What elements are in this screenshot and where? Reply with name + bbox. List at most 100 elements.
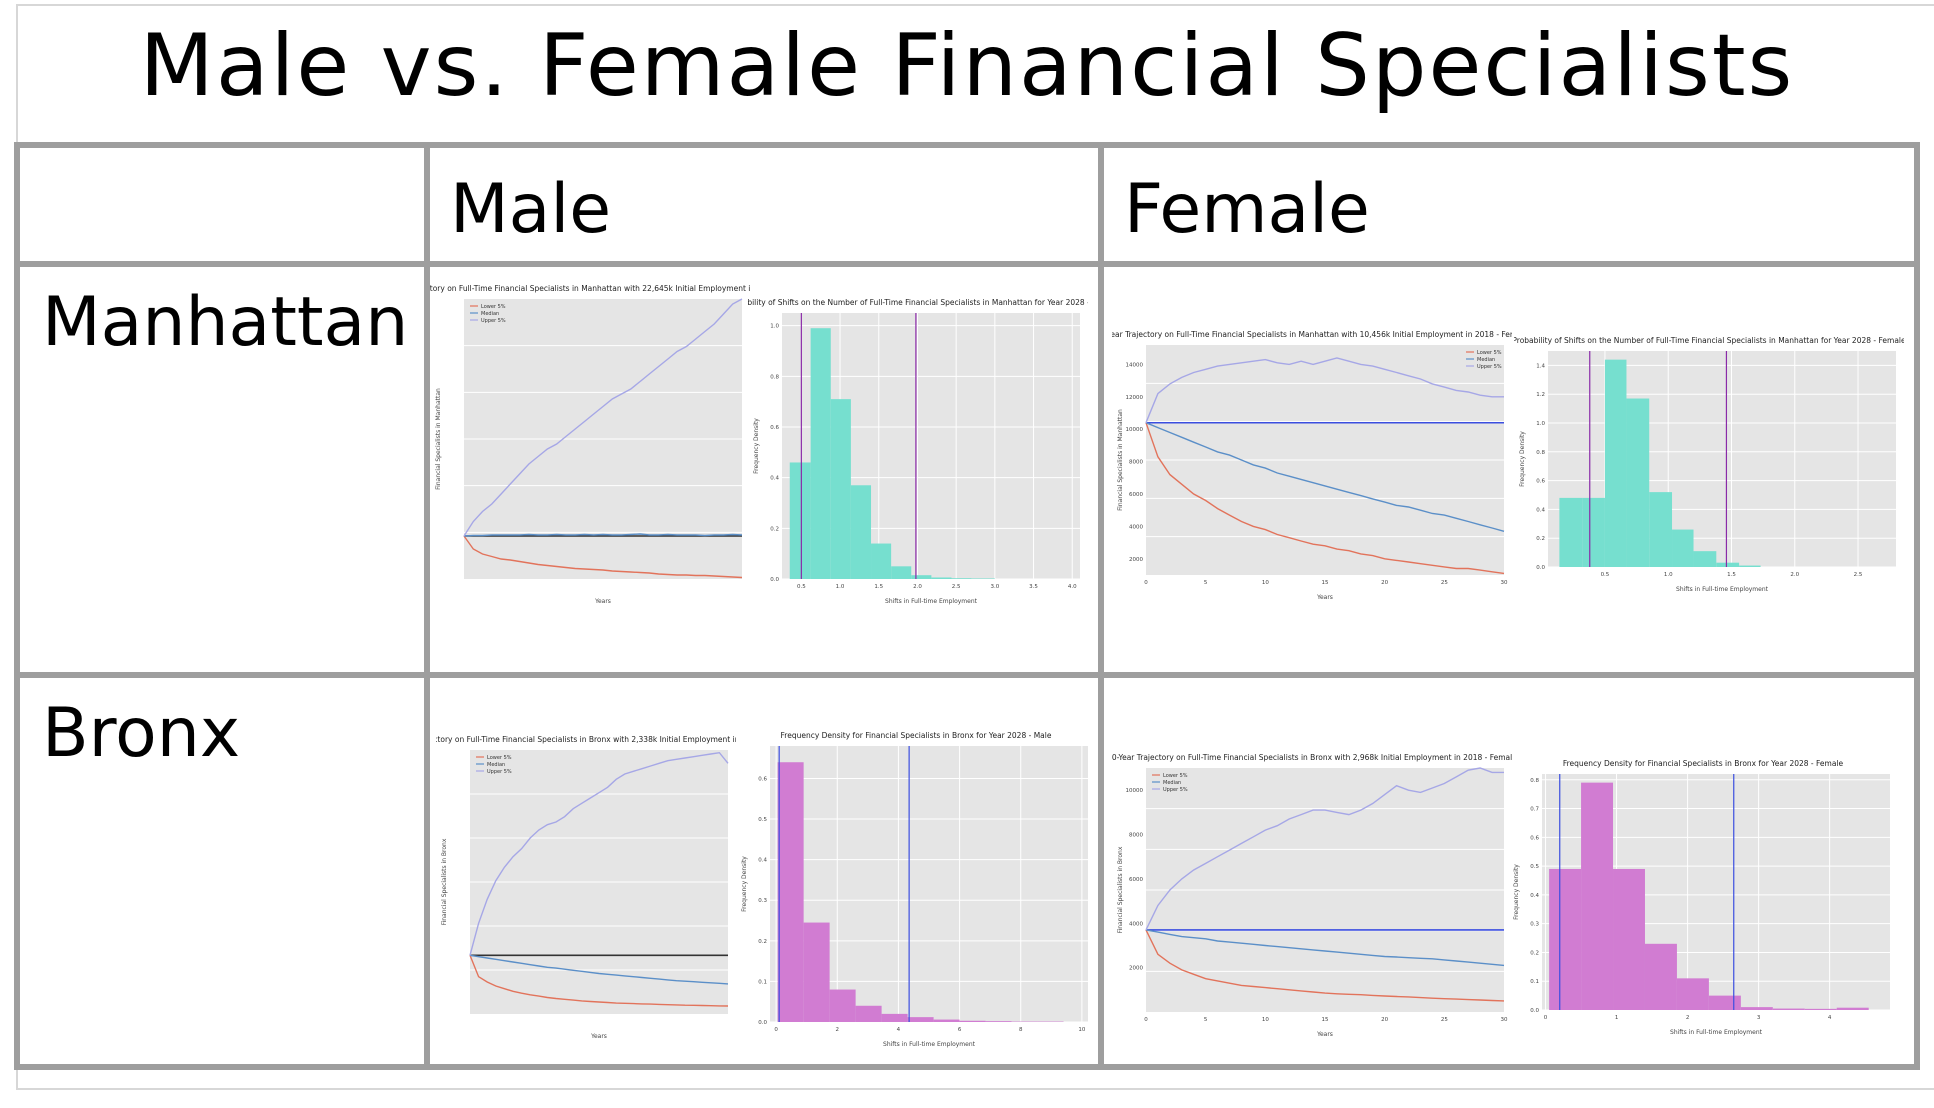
histogram-bar [1581,782,1614,1010]
histogram-bar [1804,1008,1837,1010]
chart-title: Probability of Shifts on the Number of F… [1514,336,1904,345]
y-tick-label: 0.0 [1530,1008,1539,1014]
x-tick-label: 3.5 [1029,584,1038,590]
x-tick-label: 6 [958,1027,962,1033]
histogram-bar [1582,497,1605,567]
x-axis-label: Years [1316,1031,1333,1038]
y-axis-label: Financial Specialists in Manhattan [1117,409,1124,511]
histogram-bar [1693,551,1717,567]
histogram-bar [933,1019,960,1022]
y-tick-label: 0.6 [758,776,767,782]
legend-label: Upper 5% [481,318,506,324]
x-tick-label: 20 [1381,580,1388,586]
histogram-bar [891,566,912,579]
x-tick-label: 2 [836,1027,840,1033]
column-header-female: Female [1104,148,1914,261]
cell-manhattan-female: 30-Year Trajectory on Full-Time Financia… [1104,267,1914,672]
x-tick-label: 4 [1828,1015,1832,1021]
histogram-bar [777,762,804,1022]
chart-title: 30-Year Trajectory on Full-Time Financia… [430,284,750,293]
series-line-median [1145,929,1505,967]
y-tick-label: 0.8 [1536,450,1545,456]
x-tick-label: 3 [1757,1015,1761,1021]
x-tick-label: 1.5 [1727,572,1736,578]
y-tick-label: 14000 [1126,362,1144,368]
y-tick-label: 0.4 [758,858,767,864]
histogram-bar [789,462,811,579]
legend-label: Lower 5% [481,304,506,310]
y-axis-label: Frequency Density [741,856,748,912]
y-tick-label: 0.6 [1530,835,1539,841]
histogram-bar [1772,1008,1805,1010]
corner-cell [20,148,424,261]
histogram-bar [881,1013,908,1022]
y-tick-label: 0.2 [1530,950,1539,956]
histogram-bar [971,578,995,579]
x-tick-label: 2.0 [1790,572,1799,578]
histogram-bar [1836,1007,1869,1010]
x-tick-label: 2.0 [913,584,922,590]
y-axis-label: Financial Specialists in Bronx [1117,846,1124,933]
x-tick-label: 0.5 [797,584,806,590]
column-header-male: Male [430,148,1098,261]
y-tick-label: 12000 [1126,395,1144,401]
histogram-bar [830,399,851,579]
histogram-bar [1549,868,1582,1010]
cell-bronx-male: 30-Year Trajectory on Full-Time Financia… [430,678,1098,1064]
y-axis-label: Frequency Density [1513,864,1520,920]
y-tick-label: 0.0 [770,577,779,583]
x-tick-label: 0 [1544,1015,1548,1021]
y-tick-label: 6000 [1129,492,1143,498]
comparison-table: Male Female Manhattan 30-Year Trajectory… [14,142,1920,1070]
histogram-bar [810,328,831,579]
y-tick-label: 10000 [1126,788,1144,794]
histogram-bar [1613,868,1645,1010]
y-tick-label: 6000 [1129,877,1143,883]
histogram-bar [1604,359,1627,567]
x-tick-label: 10 [1078,1027,1085,1033]
x-tick-label: 30 [1501,580,1508,586]
series-line-lower-5- [1145,422,1505,575]
series-line-median [463,533,743,537]
histogram-bar [1708,995,1741,1010]
y-tick-label: 10000 [1126,427,1144,433]
y-tick-label: 4000 [1129,921,1143,927]
x-tick-label: 20 [1381,1017,1388,1023]
y-tick-label: 0.2 [770,526,779,532]
x-tick-label: 30 [1501,1017,1508,1023]
x-tick-label: 0.5 [1601,572,1610,578]
y-tick-label: 0.8 [1530,778,1539,784]
histogram-bar [1644,943,1677,1010]
y-axis-label: Financial Specialists in Bronx [441,838,448,925]
x-tick-label: 2.5 [1854,572,1863,578]
histogram-bar [1672,529,1694,567]
x-tick-label: 3.0 [990,584,999,590]
histogram-bar [985,1021,1012,1022]
row-header-manhattan: Manhattan [20,267,424,672]
x-tick-label: 5 [1204,580,1208,586]
x-tick-label: 1.0 [1664,572,1673,578]
series-line-lower-5- [463,535,743,579]
y-tick-label: 4000 [1129,524,1143,530]
series-line-lower-5- [1145,929,1505,1002]
y-tick-label: 0.1 [1530,979,1539,985]
legend-label: Upper 5% [487,769,512,775]
series-line-median [1145,422,1505,532]
histogram-bar [911,575,932,579]
x-axis-label: Years [590,1033,607,1040]
y-axis-label: Frequency Density [753,418,760,474]
histogram-bronx-female: Frequency Density for Financial Speciali… [1513,759,1890,1036]
line-chart-bronx-male: 30-Year Trajectory on Full-Time Financia… [436,735,736,1040]
histogram-bronx-male: Frequency Density for Financial Speciali… [741,731,1088,1048]
x-tick-label: 5 [1204,1017,1208,1023]
x-tick-label: 1.0 [836,584,845,590]
histogram-bar [951,578,972,579]
legend-label: Lower 5% [1477,350,1502,356]
legend-label: Lower 5% [1163,773,1188,779]
y-tick-label: 8000 [1129,460,1143,466]
y-tick-label: 1.0 [770,324,779,330]
histogram-manhattan-male: Probability of Shifts on the Number of F… [748,298,1088,605]
series-line-median [469,954,729,985]
y-tick-label: 0.6 [1536,479,1545,485]
chart-title: 30-Year Trajectory on Full-Time Financia… [436,735,736,744]
